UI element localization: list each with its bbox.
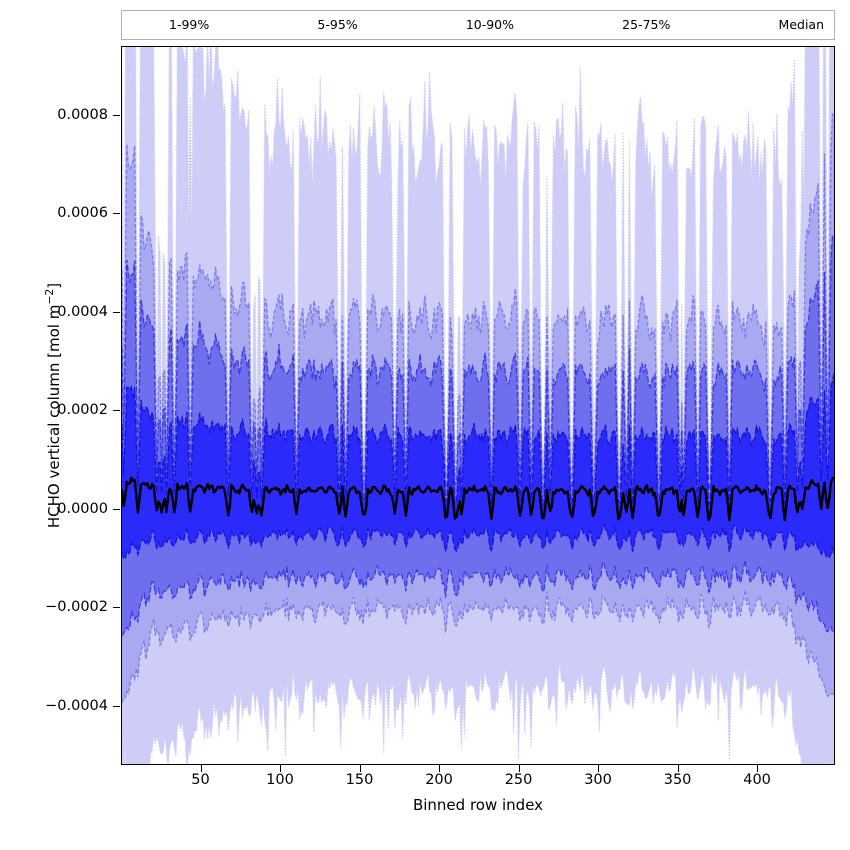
y-tick-mark — [113, 705, 120, 707]
band-fill-25-75 — [122, 373, 834, 559]
y-axis-tick-labels: 0.0008 0.0006 0.0004 0.0002 0.0000 −0.0002 −0.… — [0, 0, 108, 850]
legend-entry-1-99[interactable]: 1-99% — [132, 16, 210, 32]
x-tick-label: 400 — [743, 772, 771, 788]
legend-entry-median[interactable]: Median — [742, 16, 824, 32]
y-axis-title-tail: ] — [45, 282, 63, 289]
x-axis-title: Binned row index — [412, 796, 544, 814]
x-tick-label: 300 — [584, 772, 612, 788]
x-tick-mark — [280, 765, 282, 772]
y-tick-mark — [113, 213, 120, 215]
legend-label-median: Median — [778, 16, 824, 32]
legend-label-25-75: 25-75% — [622, 16, 671, 32]
median-line — [122, 476, 834, 522]
band-lower-line-25-75 — [122, 522, 834, 560]
percentile-envelope-plot — [122, 47, 834, 764]
x-tick-mark — [200, 765, 202, 772]
y-tick-mark — [113, 311, 120, 313]
plot-area — [121, 46, 835, 765]
y-axis-title-exponent: −2 — [43, 288, 56, 305]
x-tick-mark — [439, 765, 441, 772]
x-tick-mark — [677, 765, 679, 772]
y-tick-label: 0.0002 — [57, 402, 108, 419]
legend-label-10-90: 10-90% — [465, 16, 515, 32]
chart-legend: 1-99% 5-95% 10-90% 25-75% Median — [121, 10, 835, 40]
band-lower-line-10-90 — [122, 560, 834, 637]
x-tick-mark — [757, 765, 759, 772]
x-tick-label: 150 — [345, 772, 374, 788]
y-tick-label: −0.0004 — [45, 697, 108, 714]
y-tick-mark — [113, 410, 120, 412]
y-tick-label: 0.0004 — [57, 303, 108, 320]
x-tick-label: 250 — [504, 772, 533, 788]
band-lower-line-5-95 — [122, 589, 834, 704]
x-tick-label: 50 — [191, 772, 210, 788]
legend-entry-5-95[interactable]: 5-95% — [280, 16, 358, 32]
y-tick-label: 0.0006 — [57, 205, 108, 222]
legend-label-1-99: 1-99% — [169, 16, 210, 32]
y-tick-mark — [113, 114, 120, 116]
x-tick-label: 200 — [425, 772, 453, 788]
legend-label-5-95: 5-95% — [317, 16, 358, 32]
band-lower-line-1-99 — [124, 661, 830, 764]
y-tick-label: 0.0000 — [57, 500, 108, 517]
x-tick-mark — [359, 765, 361, 772]
band-upper-line-25-75 — [122, 373, 834, 507]
y-tick-label: 0.0008 — [57, 106, 108, 123]
band-upper-line-10-90 — [122, 235, 834, 492]
y-tick-mark — [113, 508, 120, 510]
legend-entry-10-90[interactable]: 10-90% — [429, 16, 515, 32]
x-tick-label: 100 — [266, 772, 294, 788]
x-tick-label: 350 — [663, 772, 692, 788]
x-tick-mark — [598, 765, 600, 772]
y-axis-title: HCHO vertical column [mol m−2] — [32, 46, 68, 765]
x-tick-mark — [518, 765, 520, 772]
band-upper-line-5-95 — [122, 112, 834, 482]
y-tick-mark — [113, 607, 120, 609]
y-axis-title-text: HCHO vertical column [mol m — [45, 304, 63, 529]
y-tick-label: −0.0002 — [45, 599, 108, 616]
legend-entry-25-75[interactable]: 25-75% — [585, 16, 671, 32]
